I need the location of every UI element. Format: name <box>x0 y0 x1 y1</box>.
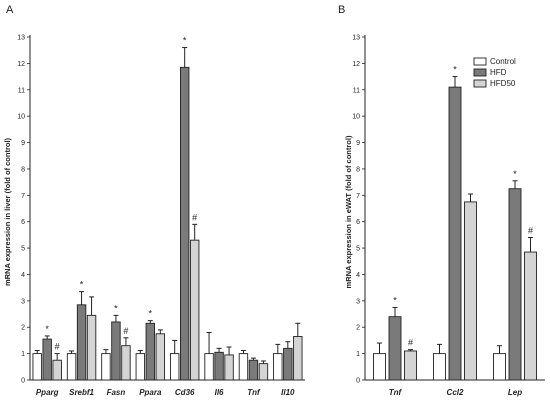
y-tick-label: 0 <box>356 378 360 385</box>
y-tick-label: 10 <box>352 114 360 121</box>
bar-hfd50-ppara <box>155 333 166 381</box>
bar-hfd50-tnf <box>404 350 417 381</box>
significance-marker: * <box>453 65 457 75</box>
y-tick-label: 6 <box>21 219 25 226</box>
y-tick-label: 5 <box>356 246 360 253</box>
significance-marker: * <box>80 280 84 290</box>
category-label: Il6 <box>215 388 224 397</box>
y-tick-label: 9 <box>21 140 25 147</box>
category-label: Srebf1 <box>69 388 94 397</box>
bar-hfd-tnf <box>248 359 259 381</box>
significance-marker: * <box>393 295 397 305</box>
bar-hfd-fasn <box>111 321 121 381</box>
y-tick-label: 6 <box>356 219 360 226</box>
y-tick-label: 9 <box>356 140 360 147</box>
legend-label-hfd50: HFD50 <box>490 79 516 88</box>
bar-hfd-il6 <box>214 351 224 381</box>
bar-hfd50-tnf <box>258 363 269 381</box>
bar-hfd50-pparg <box>52 359 62 381</box>
y-tick-label: 11 <box>18 87 25 94</box>
bar-hfd-cd36 <box>179 66 190 381</box>
bar-hfd-pparg <box>42 338 52 381</box>
y-tick-label: 12 <box>352 61 360 68</box>
bar-hfd50-srebf1 <box>86 314 97 381</box>
significance-marker: * <box>149 309 153 319</box>
legend-swatch-hfd <box>473 68 487 77</box>
category-label: Fasn <box>107 388 126 397</box>
bar-control-srebf1 <box>66 353 77 381</box>
significance-marker: * <box>45 324 49 334</box>
legend-label-control: Control <box>490 57 516 66</box>
y-tick-label: 8 <box>21 166 25 173</box>
bar-control-il6 <box>204 353 214 381</box>
significance-marker: # <box>408 338 413 348</box>
y-tick-label: 2 <box>21 325 25 332</box>
bar-hfd-ccl2 <box>448 86 462 381</box>
legend-swatch-hfd50 <box>473 79 487 88</box>
y-tick-label: 1 <box>21 351 25 358</box>
bar-control-lep <box>493 353 506 381</box>
panel-b-y-axis-label: mRNA expression in eWAT (fold of control… <box>344 135 353 288</box>
y-tick-label: 5 <box>21 246 25 253</box>
y-tick-label: 1 <box>356 351 360 358</box>
bar-hfd-lep <box>508 188 522 381</box>
bar-hfd-ppara <box>145 322 156 381</box>
bar-control-il10 <box>273 353 283 381</box>
significance-marker: # <box>123 326 128 336</box>
y-tick-label: 3 <box>21 298 25 305</box>
category-label: Il10 <box>281 388 295 397</box>
bar-control-tnf <box>238 353 249 381</box>
category-label: Lep <box>508 388 522 397</box>
panel-b-label: B <box>338 4 345 16</box>
bar-control-pparg <box>32 353 42 381</box>
y-tick-label: 0 <box>21 378 25 385</box>
bar-hfd50-ccl2 <box>464 201 477 381</box>
bar-control-tnf <box>373 353 386 381</box>
significance-marker: * <box>114 303 118 313</box>
category-label: Tnf <box>389 388 403 397</box>
significance-marker: * <box>513 169 517 179</box>
bar-hfd-tnf <box>388 316 402 381</box>
bar-hfd50-lep <box>524 251 537 381</box>
panel-a-y-axis-label: mRNA expression in liver (fold of contro… <box>3 137 12 286</box>
y-tick-label: 4 <box>356 272 360 279</box>
bar-hfd50-fasn <box>121 345 131 381</box>
y-tick-label: 8 <box>356 166 360 173</box>
legend-swatch-control <box>473 57 487 66</box>
y-tick-label: 7 <box>21 193 25 200</box>
y-tick-label: 4 <box>21 272 25 279</box>
significance-marker: # <box>55 342 60 352</box>
legend-label-hfd: HFD <box>490 68 507 77</box>
bar-control-ccl2 <box>433 353 446 381</box>
y-tick-label: 13 <box>17 35 25 42</box>
bar-hfd50-il6 <box>224 354 234 381</box>
y-tick-label: 3 <box>356 298 360 305</box>
bar-control-ppara <box>135 353 146 381</box>
y-tick-label: 7 <box>356 193 360 200</box>
y-tick-label: 11 <box>353 87 360 94</box>
bar-control-fasn <box>101 353 111 381</box>
bar-hfd50-cd36 <box>189 239 200 381</box>
panel-a: A mRNA expression in liver (fold of cont… <box>3 4 305 397</box>
category-label: Pparg <box>36 388 59 397</box>
y-tick-label: 2 <box>356 325 360 332</box>
y-tick-label: 12 <box>17 61 25 68</box>
category-label: Tnf <box>247 388 261 397</box>
bar-hfd-il10 <box>283 347 293 381</box>
y-tick-label: 10 <box>17 114 25 121</box>
bar-hfd50-il10 <box>293 336 303 381</box>
panel-a-label: A <box>6 4 14 16</box>
significance-marker: * <box>183 36 187 46</box>
category-label: Cd36 <box>175 388 195 397</box>
significance-marker: # <box>192 212 197 222</box>
y-tick-label: 13 <box>352 35 360 42</box>
category-label: Ppara <box>139 388 162 397</box>
significance-marker: # <box>528 226 533 236</box>
panel-b: B mRNA expression in eWAT (fold of contr… <box>338 4 545 397</box>
bar-hfd-srebf1 <box>76 304 87 381</box>
bar-control-cd36 <box>169 353 180 381</box>
category-label: Ccl2 <box>447 388 464 397</box>
